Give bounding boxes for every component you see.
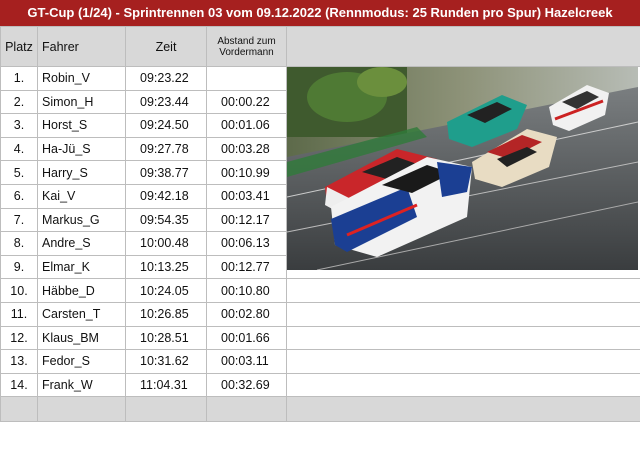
zeit-cell: 11:04.31	[125, 372, 207, 398]
empty-cell	[286, 349, 640, 374]
platz-cell: 11.	[0, 301, 38, 327]
fahrer-cell: Kai_V	[37, 183, 126, 209]
platz-cell: 4.	[0, 136, 38, 162]
race-photo-cell	[286, 65, 640, 280]
fahrer-cell: Frank_W	[37, 372, 126, 398]
fahrer-cell: Harry_S	[37, 160, 126, 185]
platz-cell: 9.	[0, 254, 38, 280]
zeit-cell: 10:00.48	[125, 231, 207, 256]
footer-cell	[37, 396, 126, 423]
abstand-cell: 00:32.69	[206, 372, 287, 398]
results-table: Platz Fahrer Zeit Abstand zum Vordermann…	[0, 26, 640, 423]
abstand-cell: 00:12.17	[206, 207, 287, 233]
platz-cell: 14.	[0, 372, 38, 398]
platz-cell: 8.	[0, 231, 38, 256]
platz-cell: 1.	[0, 66, 38, 91]
abstand-cell: 00:10.80	[206, 278, 287, 303]
header-zeit: Zeit	[125, 26, 207, 67]
abstand-cell: 00:03.41	[206, 183, 287, 209]
abstand-cell: 00:03.28	[206, 136, 287, 162]
abstand-cell: 00:01.66	[206, 325, 287, 351]
platz-cell: 13.	[0, 349, 38, 374]
fahrer-cell: Elmar_K	[37, 254, 126, 280]
zeit-cell: 10:26.85	[125, 301, 207, 327]
abstand-cell: 00:10.99	[206, 160, 287, 185]
fahrer-cell: Markus_G	[37, 207, 126, 233]
abstand-cell: 00:00.22	[206, 89, 287, 115]
table-row: 12. Klaus_BM 10:28.51 00:01.66	[0, 325, 640, 351]
table-row: 6. Kai_V 09:42.18 00:03.41	[0, 183, 640, 209]
zeit-cell: 10:24.05	[125, 278, 207, 303]
zeit-cell: 09:23.22	[125, 66, 207, 91]
abstand-cell: 00:12.77	[206, 254, 287, 280]
zeit-cell: 10:31.62	[125, 349, 207, 374]
table-row: 8. Andre_S 10:00.48 00:06.13	[0, 231, 640, 256]
fahrer-cell: Andre_S	[37, 231, 126, 256]
footer-cell	[125, 396, 207, 423]
platz-cell: 10.	[0, 278, 38, 303]
footer-cell	[286, 396, 640, 423]
fahrer-cell: Ha-Jü_S	[37, 136, 126, 162]
platz-cell: 12.	[0, 325, 38, 351]
abstand-cell: 00:06.13	[206, 231, 287, 256]
zeit-cell: 09:24.50	[125, 113, 207, 138]
fahrer-cell: Klaus_BM	[37, 325, 126, 351]
zeit-cell: 09:27.78	[125, 136, 207, 162]
abstand-cell: 00:03.11	[206, 349, 287, 374]
header-abstand: Abstand zum Vordermann	[206, 26, 287, 67]
empty-cell	[286, 372, 640, 398]
header-row: Platz Fahrer Zeit Abstand zum Vordermann	[0, 26, 640, 67]
platz-cell: 6.	[0, 183, 38, 209]
race-photo	[287, 67, 638, 270]
zeit-cell: 09:42.18	[125, 183, 207, 209]
abstand-cell	[206, 66, 287, 91]
header-empty	[286, 26, 640, 67]
header-platz: Platz	[0, 26, 38, 67]
table-row: 4. Ha-Jü_S 09:27.78 00:03.28	[0, 136, 640, 162]
table-row: 11. Carsten_T 10:26.85 00:02.80	[0, 301, 640, 327]
zeit-cell: 09:38.77	[125, 160, 207, 185]
platz-cell: 2.	[0, 89, 38, 115]
table-row: 5. Harry_S 09:38.77 00:10.99	[0, 160, 640, 185]
zeit-cell: 09:54.35	[125, 207, 207, 233]
fahrer-cell: Fedor_S	[37, 349, 126, 374]
table-row: 14. Frank_W 11:04.31 00:32.69	[0, 372, 640, 398]
header-fahrer: Fahrer	[37, 26, 126, 67]
table-row: 2. Simon_H 09:23.44 00:00.22	[0, 89, 640, 115]
fahrer-cell: Häbbe_D	[37, 278, 126, 303]
zeit-cell: 09:23.44	[125, 89, 207, 115]
table-row: 3. Horst_S 09:24.50 00:01.06	[0, 113, 640, 138]
platz-cell: 7.	[0, 207, 38, 233]
fahrer-cell: Robin_V	[37, 66, 126, 91]
platz-cell: 5.	[0, 160, 38, 185]
race-title: GT-Cup (1/24) - Sprintrennen 03 vom 09.1…	[0, 0, 640, 26]
table-row: 9. Elmar_K 10:13.25 00:12.77	[0, 254, 640, 280]
platz-cell: 3.	[0, 113, 38, 138]
table-row: 1. Robin_V 09:23.22	[0, 65, 640, 280]
footer-cell	[206, 396, 287, 423]
footer-row	[0, 396, 640, 423]
fahrer-cell: Horst_S	[37, 113, 126, 138]
abstand-cell: 00:01.06	[206, 113, 287, 138]
footer-cell	[0, 396, 38, 423]
fahrer-cell: Carsten_T	[37, 301, 126, 327]
zeit-cell: 10:13.25	[125, 254, 207, 280]
zeit-cell: 10:28.51	[125, 325, 207, 351]
empty-cell	[286, 325, 640, 351]
abstand-cell: 00:02.80	[206, 301, 287, 327]
empty-cell	[286, 301, 640, 327]
empty-cell	[286, 278, 640, 303]
table-row: 10. Häbbe_D 10:24.05 00:10.80	[0, 278, 640, 303]
fahrer-cell: Simon_H	[37, 89, 126, 115]
table-row: 13. Fedor_S 10:31.62 00:03.11	[0, 349, 640, 374]
